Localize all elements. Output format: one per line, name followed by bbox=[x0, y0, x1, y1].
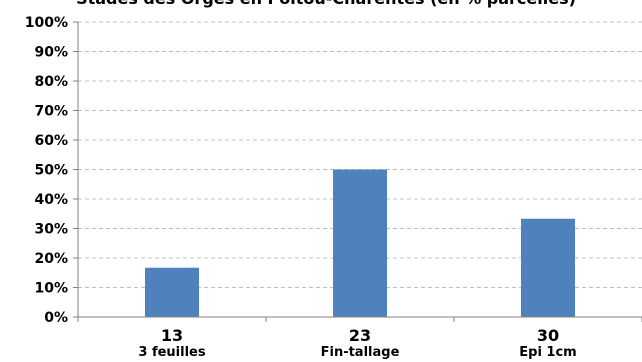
x-tick-label-stage: 3 feuilles bbox=[138, 345, 205, 360]
x-tick-label-code: 13 bbox=[161, 326, 183, 345]
y-tick-label: 10% bbox=[34, 281, 68, 297]
chart-title: Stades des Orges en Poitou-Charentes (en… bbox=[76, 0, 576, 8]
bar bbox=[145, 267, 199, 317]
y-tick-label: 40% bbox=[34, 192, 68, 208]
y-tick-label: 0% bbox=[44, 310, 68, 326]
y-tick-label: 80% bbox=[34, 74, 68, 90]
y-tick-label: 60% bbox=[34, 133, 68, 149]
x-tick-label-stage: Epi 1cm bbox=[519, 345, 576, 360]
bars bbox=[145, 169, 575, 317]
y-tick-label: 100% bbox=[25, 15, 68, 31]
y-tick-label: 20% bbox=[34, 251, 68, 267]
y-tick-label: 90% bbox=[34, 45, 68, 61]
x-tick-label-code: 30 bbox=[537, 326, 559, 345]
y-tick-label: 70% bbox=[34, 104, 68, 120]
y-axis-ticks: 0% 10% 20% 30% 40% 50% 60% 70% 80% 90% 100% bbox=[25, 15, 78, 326]
y-tick-label: 50% bbox=[34, 163, 68, 179]
y-tick-label: 30% bbox=[34, 222, 68, 238]
bar bbox=[333, 169, 387, 317]
bar bbox=[521, 218, 575, 317]
x-tick-label-stage: Fin-tallage bbox=[321, 345, 400, 360]
axes bbox=[77, 22, 642, 318]
x-tick-label-code: 23 bbox=[349, 326, 371, 345]
